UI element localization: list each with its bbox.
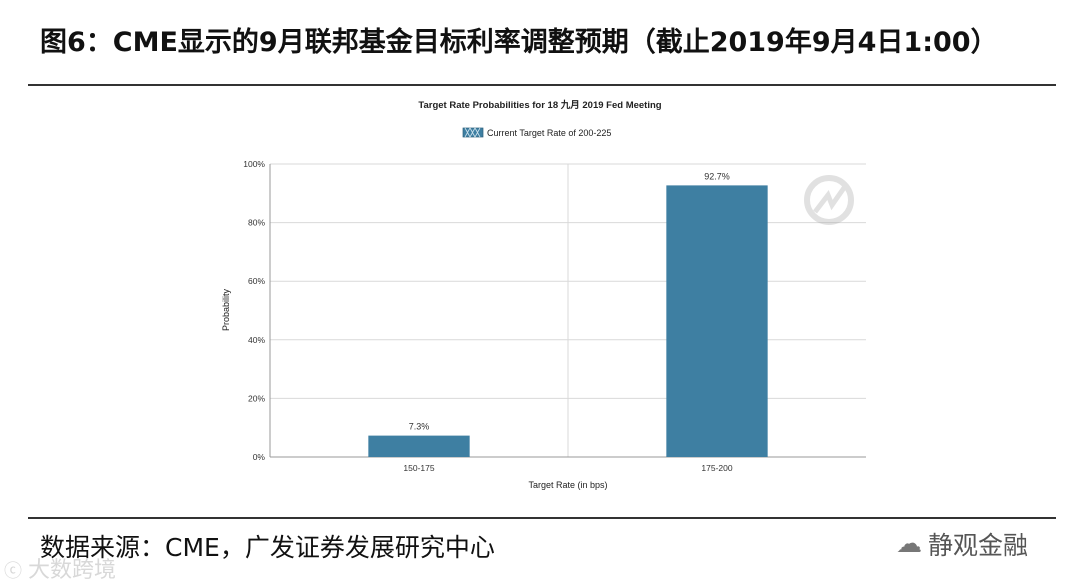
watermark-right: ☁ 静观金融 [896, 526, 1028, 562]
y-tick-label: 100% [243, 159, 265, 169]
x-tick-label: 175-200 [701, 463, 732, 473]
y-tick-label: 20% [248, 393, 265, 403]
data-label: 7.3% [409, 422, 430, 432]
bottom-divider [28, 517, 1056, 519]
data-label: 92.7% [704, 171, 730, 181]
y-axis-title: Probability [221, 288, 231, 331]
source-note: 数据来源：CME，广发证券发展研究中心 [40, 533, 495, 562]
logo-bolt [813, 183, 849, 214]
x-tick-label: 150-175 [403, 463, 434, 473]
chart-title: Target Rate Probabilities for 18 九月 2019… [418, 99, 661, 111]
plot-area: 0% 20% 40% 60% 80% 100% 7.3% 150-175 92.7% 175-20… [243, 159, 866, 473]
x-axis-title: Target Rate (in bps) [528, 480, 607, 490]
legend-swatch [462, 127, 484, 138]
legend-swatch-hatch [464, 127, 481, 138]
watermark-left-text: 大数跨境 [28, 558, 117, 583]
figure-title: 图6：CME显示的9月联邦基金目标利率调整预期（截止2019年9月4日1:00） [40, 27, 998, 58]
y-tick-label: 40% [248, 335, 265, 345]
bar [666, 185, 768, 457]
watermark-right-text: 静观金融 [928, 531, 1029, 560]
logo-circle [804, 175, 854, 225]
y-tick-label: 60% [248, 276, 265, 286]
top-divider [28, 84, 1056, 86]
watermark-left: ⓒ 大数跨境 [4, 552, 116, 584]
y-tick-label: 0% [253, 452, 266, 462]
bar [368, 435, 470, 457]
legend-label: Current Target Rate of 200-225 [487, 128, 611, 138]
chart-logo-watermark [804, 175, 854, 225]
watermark-logo-icon: ⓒ [4, 561, 22, 582]
wechat-icon: ☁ [896, 529, 922, 559]
y-tick-label: 80% [248, 218, 265, 228]
legend: Current Target Rate of 200-225 [462, 127, 611, 138]
